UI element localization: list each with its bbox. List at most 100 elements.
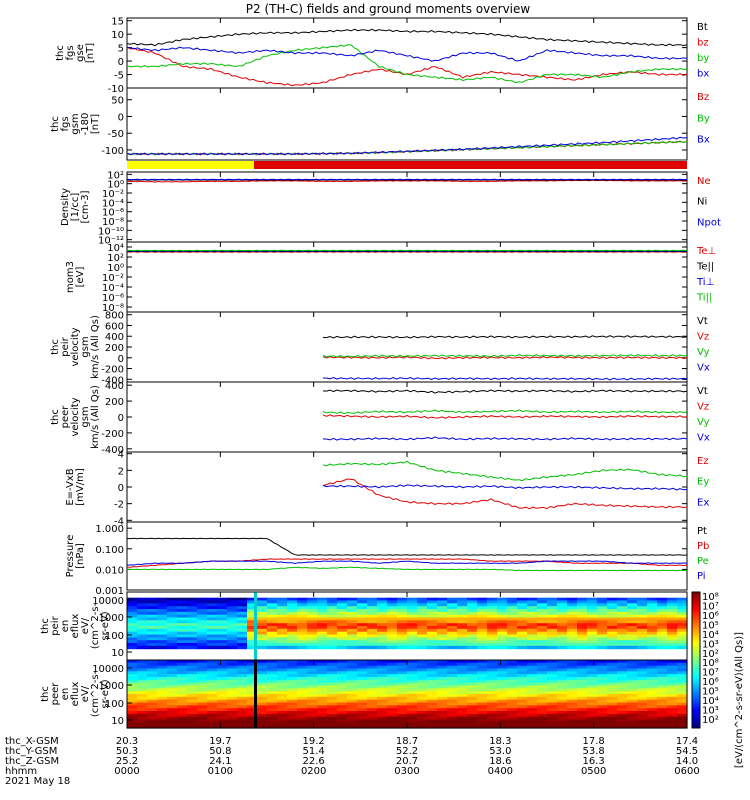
spectrogram-cell — [457, 631, 468, 636]
colorbar-tick-label: 10⁶ — [702, 677, 719, 688]
spectrogram-cell — [337, 617, 348, 621]
spectrogram-cell — [417, 628, 428, 633]
spectrogram-cell — [367, 668, 378, 672]
spectrogram-cell — [377, 699, 388, 704]
mode-bar-fast — [254, 161, 687, 169]
spectrogram-cell — [407, 600, 418, 604]
spectrogram-cell — [297, 688, 308, 692]
spectrogram-cell — [197, 620, 208, 624]
spectrogram-cell — [557, 617, 568, 621]
x-tick-label: 0500 — [581, 766, 606, 777]
spectrogram-cell — [147, 668, 158, 672]
spectrogram-cell — [607, 674, 618, 678]
spectrogram-cell — [217, 677, 228, 681]
spectrogram-cell — [447, 645, 458, 650]
spectrogram-cell — [437, 617, 448, 621]
spectrogram-cell — [567, 668, 578, 672]
spectrogram-cell — [557, 597, 568, 602]
spectrogram-cell — [567, 694, 578, 698]
spectrogram-cell — [407, 679, 418, 684]
spectrogram-cell — [127, 660, 138, 664]
spectrogram-cell — [287, 628, 298, 633]
x-row-label: hhmm — [5, 766, 37, 777]
y-tick-label: 10⁻¹⁰ — [98, 226, 124, 237]
spectrogram-cell — [617, 722, 628, 726]
spectrogram-cell — [507, 694, 518, 698]
spectrogram-cell — [227, 668, 238, 672]
spectrogram-cell — [407, 688, 418, 692]
spectrogram-cell — [167, 713, 178, 718]
spectrogram-cell — [597, 679, 608, 684]
spectrogram-cell — [597, 677, 608, 681]
series-By-line — [126, 140, 688, 156]
spectrogram-cell — [407, 637, 418, 641]
y-axis-label-line: eV/ — [80, 685, 91, 702]
spectrogram-cell — [327, 614, 338, 619]
spectrogram-cell — [627, 668, 638, 672]
spectrogram-cell — [627, 617, 638, 621]
spectrogram-cell — [497, 643, 508, 647]
spectrogram-cell — [277, 713, 288, 718]
spectrogram-cell — [597, 603, 608, 607]
spectrogram-cell — [677, 694, 688, 698]
spectrogram-cell — [497, 609, 508, 613]
spectrogram-cell — [167, 640, 178, 644]
spectrogram-cell — [507, 628, 518, 633]
spectrogram-cell — [407, 597, 418, 602]
spectrogram-cell — [657, 634, 668, 638]
y-axis-label: E=-VxB [mV/m] — [65, 468, 86, 506]
spectrogram-cell — [547, 606, 558, 610]
spectrogram-cell — [327, 677, 338, 681]
spectrogram-cell — [617, 634, 628, 638]
spectrogram-cell — [197, 606, 208, 610]
spectrogram-cell — [647, 705, 658, 709]
spectrogram-cell — [387, 668, 398, 672]
spectrogram-cell — [307, 722, 318, 726]
spectrogram-cell — [667, 609, 678, 613]
date-label: 2021 May 18 — [5, 776, 70, 787]
spectrogram-cell — [437, 699, 448, 704]
spectrogram-cell — [237, 719, 248, 723]
spectrogram-cell — [407, 696, 418, 701]
spectrogram-cell — [337, 614, 348, 619]
spectrogram-cell — [207, 617, 218, 621]
spectrogram-cell — [567, 611, 578, 616]
spectrogram-cell — [187, 688, 198, 692]
spectrogram-cell — [137, 671, 148, 675]
spectrogram-cell — [147, 694, 158, 698]
spectrogram-cell — [287, 611, 298, 616]
spectrogram-cell — [417, 722, 428, 726]
colorbar-cell — [692, 725, 700, 727]
spectrogram-cell — [677, 674, 688, 678]
spectrogram-cell — [237, 631, 248, 636]
spectrogram-cell — [467, 611, 478, 616]
spectrogram-cell — [337, 685, 348, 689]
spectrogram-cell — [517, 711, 528, 715]
spectrogram-cell — [187, 716, 198, 721]
spectrogram-cell — [517, 708, 528, 712]
spectrogram-cell — [217, 682, 228, 687]
spectrogram-cell — [397, 609, 408, 613]
spectrogram-cell — [247, 682, 258, 687]
colorbar-cell — [692, 700, 700, 702]
spectrogram-cell — [577, 696, 588, 701]
spectrogram-cell — [467, 617, 478, 621]
legend-Ti||: Ti|| — [696, 293, 712, 304]
spectrogram-cell — [507, 620, 518, 624]
spectrogram-cell — [287, 665, 298, 670]
spectrogram-cell — [397, 722, 408, 726]
spectrogram-cell — [557, 645, 568, 650]
spectrogram-cell — [657, 637, 668, 641]
spectrogram-cell — [637, 679, 648, 684]
spectrogram-cell — [587, 711, 598, 715]
y-axis-label-line: [eV] — [75, 267, 86, 288]
spectrogram-cell — [187, 637, 198, 641]
spectrogram-cell — [607, 699, 618, 704]
spectrogram-cell — [337, 716, 348, 721]
spectrogram-cell — [537, 674, 548, 678]
spectrogram-cell — [247, 645, 258, 650]
spectrogram-cell — [407, 603, 418, 607]
spectrogram-cell — [487, 611, 498, 616]
legend-Bz: Bz — [697, 92, 709, 103]
spectrogram-cell — [227, 617, 238, 621]
